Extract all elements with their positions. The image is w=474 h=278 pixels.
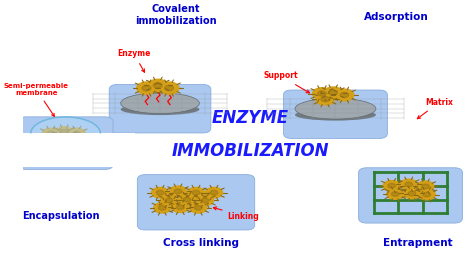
Circle shape (196, 195, 214, 206)
Circle shape (418, 189, 435, 200)
Polygon shape (0, 133, 135, 167)
Circle shape (148, 79, 168, 91)
Text: Encapsulation: Encapsulation (22, 210, 100, 220)
Circle shape (318, 91, 326, 96)
Circle shape (142, 85, 151, 91)
Circle shape (42, 128, 59, 139)
Circle shape (387, 189, 404, 199)
Text: Semi-permeable
membrane: Semi-permeable membrane (4, 83, 69, 116)
Circle shape (188, 187, 205, 198)
Circle shape (316, 93, 335, 105)
Circle shape (170, 186, 187, 197)
Circle shape (423, 192, 430, 197)
Circle shape (47, 131, 55, 136)
Circle shape (174, 189, 182, 194)
Circle shape (68, 137, 75, 141)
FancyBboxPatch shape (18, 117, 113, 169)
Circle shape (321, 96, 329, 102)
Circle shape (405, 182, 412, 187)
Circle shape (156, 190, 164, 195)
Circle shape (403, 188, 420, 199)
Text: Linking: Linking (213, 207, 259, 221)
Circle shape (172, 202, 189, 212)
Text: Matrix: Matrix (417, 98, 453, 119)
Text: Entrapment: Entrapment (383, 238, 453, 248)
FancyBboxPatch shape (359, 168, 463, 223)
Circle shape (388, 183, 395, 188)
Text: Adsorption: Adsorption (364, 13, 428, 23)
Circle shape (63, 134, 80, 144)
Circle shape (183, 197, 191, 202)
Circle shape (56, 127, 73, 137)
Circle shape (73, 131, 81, 136)
Circle shape (324, 87, 343, 98)
Circle shape (152, 187, 169, 198)
Circle shape (417, 181, 434, 192)
Circle shape (153, 83, 162, 88)
FancyBboxPatch shape (109, 85, 211, 133)
Circle shape (335, 89, 354, 101)
Text: IMMOBILIZATION: IMMOBILIZATION (171, 142, 329, 160)
Text: ENZYME: ENZYME (211, 109, 289, 127)
Circle shape (201, 198, 209, 203)
Circle shape (329, 90, 337, 95)
Circle shape (190, 203, 207, 213)
Ellipse shape (121, 104, 200, 115)
Circle shape (340, 92, 349, 98)
Circle shape (383, 180, 400, 191)
Circle shape (194, 205, 202, 210)
Circle shape (60, 130, 68, 135)
Circle shape (392, 192, 399, 196)
Circle shape (48, 134, 65, 144)
Ellipse shape (121, 93, 200, 113)
Circle shape (400, 179, 417, 190)
Ellipse shape (295, 109, 376, 121)
Circle shape (68, 128, 85, 139)
FancyBboxPatch shape (137, 175, 255, 230)
Circle shape (137, 82, 156, 94)
Ellipse shape (31, 117, 100, 150)
Circle shape (53, 137, 61, 141)
Circle shape (159, 82, 179, 94)
Text: Covalent
immobilization: Covalent immobilization (135, 4, 217, 26)
Circle shape (205, 187, 223, 198)
Circle shape (158, 205, 166, 210)
Circle shape (164, 85, 173, 91)
Text: Enzyme: Enzyme (117, 49, 151, 72)
Circle shape (312, 88, 331, 99)
FancyBboxPatch shape (283, 90, 387, 138)
Text: Support: Support (264, 71, 310, 93)
Circle shape (154, 203, 171, 213)
Circle shape (179, 194, 196, 205)
Circle shape (421, 184, 429, 189)
Circle shape (161, 195, 178, 206)
Circle shape (165, 198, 173, 203)
Circle shape (176, 205, 184, 210)
Circle shape (192, 190, 200, 195)
Circle shape (210, 190, 218, 195)
Circle shape (408, 191, 416, 196)
Ellipse shape (295, 98, 376, 119)
Text: Cross linking: Cross linking (163, 238, 238, 248)
